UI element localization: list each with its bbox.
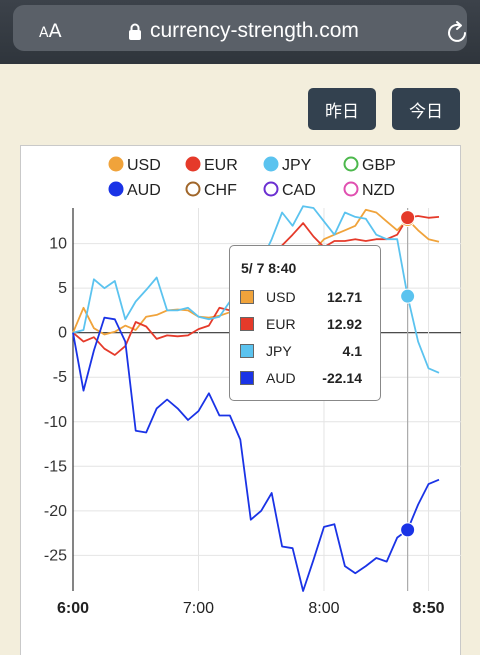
lock-icon [129, 23, 141, 40]
highlight-point-eur [400, 210, 416, 226]
reload-icon[interactable] [447, 20, 469, 44]
legend-marker-nzd [343, 181, 359, 197]
browser-toolbar: AA currency-strength.com [0, 0, 480, 64]
tooltip-swatch [240, 290, 254, 304]
currency-strength-chart: USD EUR JPY GBP AUD CHF CAD NZD 10 5 0 -5 -10 -15 -20 -… [20, 145, 461, 655]
chart-tooltip: 5/ 7 8:40 USD 12.71 EUR 12.92 JPY 4.1 AU… [229, 245, 381, 401]
y-tick-label: -25 [44, 547, 67, 564]
x-tick-label: 7:00 [183, 600, 214, 617]
tooltip-row: AUD -22.14 [240, 370, 362, 388]
legend-label-cad: CAD [282, 182, 316, 199]
legend-label-gbp: GBP [362, 157, 396, 174]
series-line-aud [72, 316, 440, 592]
tooltip-row: EUR 12.92 [240, 316, 362, 334]
x-tick-label: 8:50 [413, 600, 445, 617]
tooltip-row: USD 12.71 [240, 289, 362, 307]
text-size-button[interactable]: AA [39, 20, 62, 42]
y-tick-label: -5 [53, 369, 67, 386]
legend-marker-eur [185, 156, 201, 172]
legend-label-chf: CHF [204, 182, 237, 199]
address-bar[interactable]: AA currency-strength.com [13, 5, 467, 51]
legend-label-aud: AUD [127, 182, 161, 199]
x-tick-label: 6:00 [57, 600, 89, 617]
legend-marker-chf [185, 181, 201, 197]
legend-label-usd: USD [127, 157, 161, 174]
legend-label-eur: EUR [204, 157, 238, 174]
tooltip-row: JPY 4.1 [240, 343, 362, 361]
legend-label-jpy: JPY [282, 157, 312, 174]
tooltip-title: 5/ 7 8:40 [241, 260, 297, 276]
legend-marker-usd [108, 156, 124, 172]
y-tick-label: -20 [44, 503, 67, 520]
url-text[interactable]: currency-strength.com [150, 19, 359, 42]
highlight-point-jpy [400, 288, 416, 304]
y-tick-label: 0 [58, 325, 67, 342]
legend-marker-aud [108, 181, 124, 197]
y-tick-label: -10 [44, 414, 67, 431]
x-tick-label: 8:00 [308, 600, 339, 617]
legend-label-nzd: NZD [362, 182, 395, 199]
today-button[interactable]: 今日 [392, 88, 460, 130]
highlight-point-aud [400, 522, 416, 538]
legend-marker-cad [263, 181, 279, 197]
y-tick-label: 5 [58, 280, 67, 297]
legend-marker-jpy [263, 156, 279, 172]
tooltip-swatch [240, 317, 254, 331]
tooltip-swatch [240, 371, 254, 385]
tooltip-swatch [240, 344, 254, 358]
y-tick-label: 10 [49, 236, 67, 253]
y-tick-label: -15 [44, 458, 67, 475]
yesterday-button[interactable]: 昨日 [308, 88, 376, 130]
legend-marker-gbp [343, 156, 359, 172]
